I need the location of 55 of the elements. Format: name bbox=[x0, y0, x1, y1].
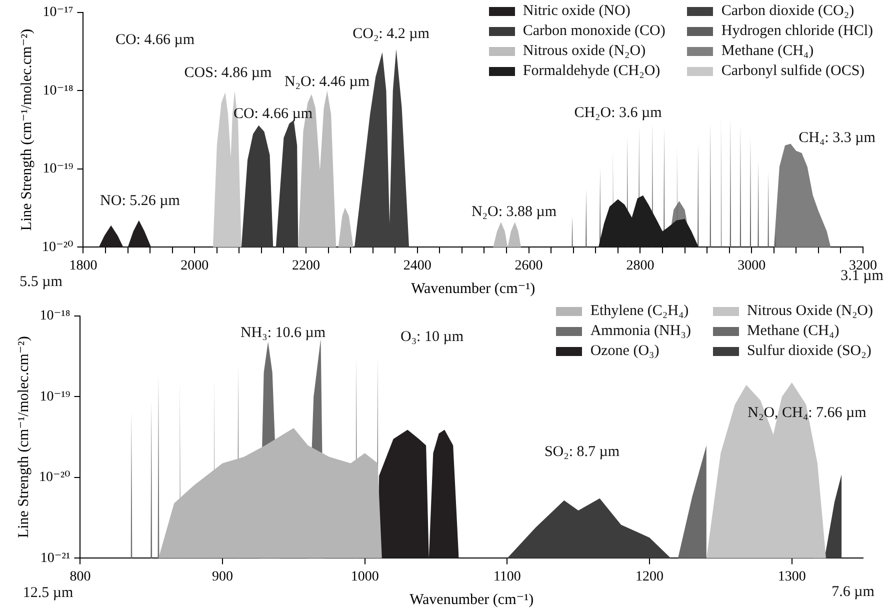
annotation: N₂O, CH₄: 7.66 µm bbox=[748, 404, 867, 421]
x-tick-label: 2400 bbox=[403, 258, 432, 274]
x-tick-label: 1000 bbox=[350, 569, 379, 584]
y-tick-label: 10⁻¹⁹ bbox=[42, 162, 74, 177]
y-tick-label: 10⁻¹⁸ bbox=[40, 308, 70, 324]
annotation: O₃: 10 µm bbox=[400, 328, 464, 345]
x-tick-label: 2800 bbox=[626, 258, 654, 274]
annotation: CO: 4.66 µm bbox=[233, 106, 313, 122]
annotation: COS: 4.86 µm bbox=[184, 64, 272, 81]
y-tick-label: 10⁻¹⁹ bbox=[40, 389, 70, 404]
text: 7.6 µm bbox=[832, 584, 875, 600]
legend-label: Carbon dioxide (CO₂) bbox=[721, 2, 854, 21]
annotation: SO₂: 8.7 µm bbox=[544, 444, 620, 460]
x-tick-label: 1300 bbox=[778, 569, 806, 584]
y-tick-label: 10⁻²⁰ bbox=[42, 240, 74, 255]
y-tick-label: 10⁻¹⁸ bbox=[42, 83, 74, 98]
annotation: CH₄: 3.3 µm bbox=[798, 130, 876, 146]
legend-label: Carbonyl sulfide (OCS) bbox=[721, 62, 865, 81]
annotation: CO: 4.66 µm bbox=[115, 32, 195, 48]
x-tick-label: 3000 bbox=[738, 258, 766, 274]
x-tick-label: 1800 bbox=[69, 258, 98, 274]
annotation: N₂O: 3.88 µm bbox=[471, 204, 557, 220]
legend-label: Ammonia (NH₃) bbox=[590, 322, 691, 341]
annotation: NH₃: 10.6 µm bbox=[240, 324, 326, 341]
x-axis-title: Wavenumber (cm⁻¹) bbox=[411, 280, 536, 297]
legend-label: Nitrous Oxide (N₂O) bbox=[746, 302, 873, 321]
x-tick-label: 1200 bbox=[636, 569, 664, 584]
annotation: N₂O: 4.46 µm bbox=[284, 74, 370, 90]
x-axis-title: Wavenumber (cm⁻¹) bbox=[410, 592, 534, 608]
x-tick-label: 800 bbox=[70, 569, 91, 584]
annotation: CO₂: 4.2 µm bbox=[352, 26, 430, 42]
legend-label: Ethylene (C₂H₄) bbox=[590, 302, 689, 321]
x-tick-label: 900 bbox=[212, 569, 234, 584]
x-tick-label: 2200 bbox=[292, 258, 320, 274]
legend-label: Methane (CH₄) bbox=[746, 322, 840, 341]
legend-label: Hydrogen chloride (HCl) bbox=[721, 22, 873, 41]
x-tick-label: 2000 bbox=[180, 258, 209, 274]
text: 5.5 µm bbox=[20, 274, 63, 290]
legend-label: Methane (CH₄) bbox=[721, 42, 814, 61]
legend-label: Nitric oxide (NO) bbox=[522, 2, 630, 21]
legend-label: Nitrous oxide (N₂O) bbox=[522, 42, 646, 61]
annotation: NO: 5.26 µm bbox=[100, 192, 180, 209]
y-tick-label: 10⁻²⁰ bbox=[38, 470, 71, 486]
y-axis-title: Line Strength (cm⁻¹/molec.cm⁻²) bbox=[18, 28, 35, 231]
annotation: CH₂O: 3.6 µm bbox=[574, 104, 662, 121]
y-axis-title: Line Strength (cm⁻¹/molec.cm⁻²) bbox=[16, 336, 32, 538]
y-tick-label: 10⁻²¹ bbox=[40, 550, 70, 566]
legend-label: Formaldehyde (CH₂O) bbox=[522, 62, 660, 81]
x-tick-label: 2600 bbox=[514, 258, 543, 274]
legend-label: Sulfur dioxide (SO₂) bbox=[746, 342, 872, 361]
x-tick-label: 1100 bbox=[493, 569, 521, 584]
legend-label: Ozone (O₃) bbox=[590, 342, 660, 361]
y-tick-label: 10⁻¹⁷ bbox=[42, 5, 74, 20]
text: 12.5 µm bbox=[22, 584, 74, 601]
legend-label: Carbon monoxide (CO) bbox=[522, 22, 666, 41]
